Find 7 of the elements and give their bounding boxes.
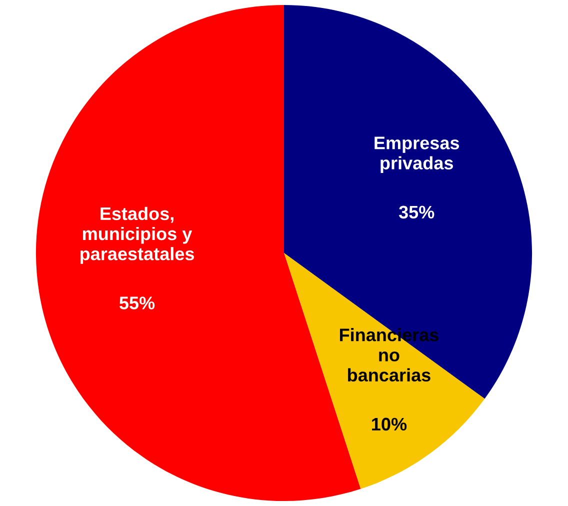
data-label: 35% — [398, 206, 434, 219]
data-label: 10% — [372, 418, 407, 431]
data-label: 55% — [119, 296, 155, 310]
pie-slice — [284, 253, 485, 489]
slice-label: Estados, municipios y paraestatales — [80, 206, 194, 264]
slice-label: Empresas privadas — [374, 136, 460, 174]
pie-slice — [284, 4, 532, 399]
